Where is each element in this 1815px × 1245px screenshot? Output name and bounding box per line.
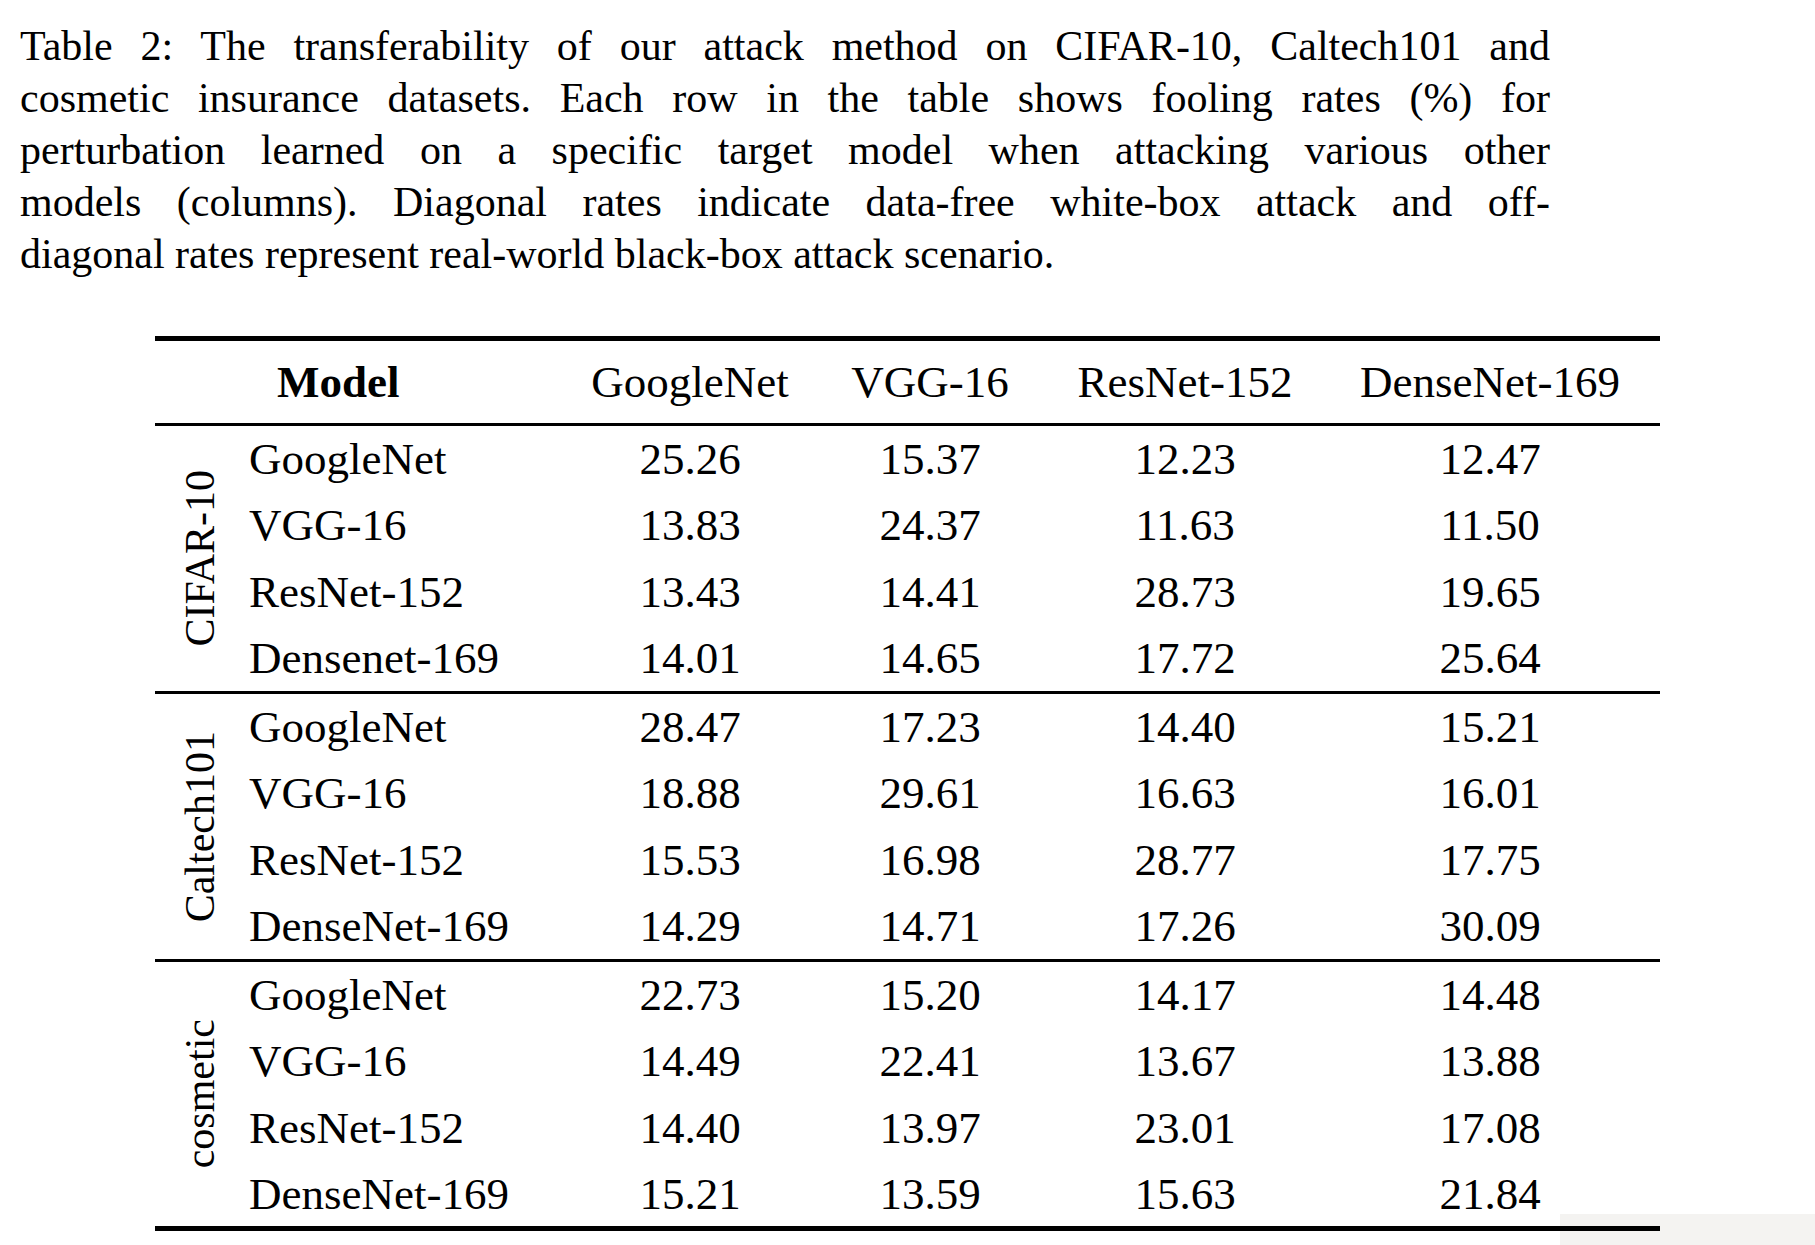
table-row: CIFAR-10 GoogleNet 25.26 15.37 12.23 12.… <box>155 425 1660 492</box>
model-cell: VGG-16 <box>245 760 570 827</box>
model-cell: VGG-16 <box>245 492 570 559</box>
value-cell: 13.67 <box>1050 1028 1320 1095</box>
col-header-googlenet: GoogleNet <box>570 339 810 425</box>
value-cell: 16.98 <box>810 827 1050 894</box>
col-header-resnet152: ResNet-152 <box>1050 339 1320 425</box>
value-cell: 15.21 <box>1320 693 1660 760</box>
value-cell: 14.41 <box>810 559 1050 626</box>
value-cell: 13.83 <box>570 492 810 559</box>
header-spacer <box>155 339 245 425</box>
value-cell: 17.75 <box>1320 827 1660 894</box>
model-cell: GoogleNet <box>245 961 570 1028</box>
model-cell: VGG-16 <box>245 1028 570 1095</box>
dataset-label-cell: CIFAR-10 <box>155 425 245 693</box>
value-cell: 14.40 <box>1050 693 1320 760</box>
value-cell: 17.26 <box>1050 894 1320 961</box>
model-cell: DenseNet-169 <box>245 1162 570 1229</box>
model-cell: Densenet-169 <box>245 626 570 693</box>
model-cell: ResNet-152 <box>245 559 570 626</box>
model-cell: ResNet-152 <box>245 1095 570 1162</box>
value-cell: 25.26 <box>570 425 810 492</box>
value-cell: 21.84 <box>1320 1162 1660 1229</box>
caption-line-5: diagonal rates represent real-world blac… <box>20 228 1550 280</box>
table-row: DenseNet-169 14.29 14.71 17.26 30.09 <box>155 894 1660 961</box>
table-row: VGG-16 14.49 22.41 13.67 13.88 <box>155 1028 1660 1095</box>
model-cell: DenseNet-169 <box>245 894 570 961</box>
col-header-vgg16: VGG-16 <box>810 339 1050 425</box>
col-header-model: Model <box>245 339 570 425</box>
value-cell: 16.01 <box>1320 760 1660 827</box>
value-cell: 15.21 <box>570 1162 810 1229</box>
value-cell: 14.29 <box>570 894 810 961</box>
value-cell: 28.77 <box>1050 827 1320 894</box>
caption-line-3: perturbation learned on a specific targe… <box>20 124 1550 176</box>
value-cell: 16.63 <box>1050 760 1320 827</box>
table-header: Model GoogleNet VGG-16 ResNet-152 DenseN… <box>155 339 1660 425</box>
value-cell: 25.64 <box>1320 626 1660 693</box>
value-cell: 11.63 <box>1050 492 1320 559</box>
value-cell: 14.71 <box>810 894 1050 961</box>
dataset-label-cifar10: CIFAR-10 <box>179 470 221 647</box>
header-row: Model GoogleNet VGG-16 ResNet-152 DenseN… <box>155 339 1660 425</box>
table-row: ResNet-152 13.43 14.41 28.73 19.65 <box>155 559 1660 626</box>
model-cell: GoogleNet <box>245 425 570 492</box>
value-cell: 22.73 <box>570 961 810 1028</box>
value-cell: 13.59 <box>810 1162 1050 1229</box>
caption-line-2: cosmetic insurance datasets. Each row in… <box>20 72 1550 124</box>
col-header-densenet169: DenseNet-169 <box>1320 339 1660 425</box>
table-row: ResNet-152 14.40 13.97 23.01 17.08 <box>155 1095 1660 1162</box>
value-cell: 13.43 <box>570 559 810 626</box>
value-cell: 30.09 <box>1320 894 1660 961</box>
model-cell: ResNet-152 <box>245 827 570 894</box>
dataset-label-caltech101: Caltech101 <box>179 731 221 922</box>
value-cell: 24.37 <box>810 492 1050 559</box>
group-cifar10: CIFAR-10 GoogleNet 25.26 15.37 12.23 12.… <box>155 425 1660 693</box>
value-cell: 28.47 <box>570 693 810 760</box>
value-cell: 29.61 <box>810 760 1050 827</box>
value-cell: 18.88 <box>570 760 810 827</box>
value-cell: 12.47 <box>1320 425 1660 492</box>
results-table: Model GoogleNet VGG-16 ResNet-152 DenseN… <box>155 336 1660 1231</box>
dataset-label-cosmetic: cosmetic <box>179 1019 221 1168</box>
caption-line-4: models (columns). Diagonal rates indicat… <box>20 176 1550 228</box>
dataset-label-cell: Caltech101 <box>155 693 245 961</box>
value-cell: 19.65 <box>1320 559 1660 626</box>
value-cell: 14.40 <box>570 1095 810 1162</box>
value-cell: 17.23 <box>810 693 1050 760</box>
paper-page: Table 2: The transferability of our atta… <box>0 0 1815 1245</box>
table-row: VGG-16 13.83 24.37 11.63 11.50 <box>155 492 1660 559</box>
value-cell: 12.23 <box>1050 425 1320 492</box>
results-table-container: Model GoogleNet VGG-16 ResNet-152 DenseN… <box>155 336 1660 1231</box>
value-cell: 14.65 <box>810 626 1050 693</box>
value-cell: 23.01 <box>1050 1095 1320 1162</box>
value-cell: 17.72 <box>1050 626 1320 693</box>
value-cell: 28.73 <box>1050 559 1320 626</box>
table-row: DenseNet-169 15.21 13.59 15.63 21.84 <box>155 1162 1660 1229</box>
value-cell: 14.48 <box>1320 961 1660 1028</box>
model-cell: GoogleNet <box>245 693 570 760</box>
group-cosmetic: cosmetic GoogleNet 22.73 15.20 14.17 14.… <box>155 961 1660 1229</box>
value-cell: 14.17 <box>1050 961 1320 1028</box>
table-row: Densenet-169 14.01 14.65 17.72 25.64 <box>155 626 1660 693</box>
value-cell: 22.41 <box>810 1028 1050 1095</box>
table-row: cosmetic GoogleNet 22.73 15.20 14.17 14.… <box>155 961 1660 1028</box>
value-cell: 14.49 <box>570 1028 810 1095</box>
table-row: ResNet-152 15.53 16.98 28.77 17.75 <box>155 827 1660 894</box>
value-cell: 15.53 <box>570 827 810 894</box>
value-cell: 14.01 <box>570 626 810 693</box>
value-cell: 15.37 <box>810 425 1050 492</box>
table-caption: Table 2: The transferability of our atta… <box>20 20 1550 280</box>
dataset-label-cell: cosmetic <box>155 961 245 1229</box>
group-caltech101: Caltech101 GoogleNet 28.47 17.23 14.40 1… <box>155 693 1660 961</box>
value-cell: 13.97 <box>810 1095 1050 1162</box>
value-cell: 11.50 <box>1320 492 1660 559</box>
value-cell: 15.63 <box>1050 1162 1320 1229</box>
value-cell: 15.20 <box>810 961 1050 1028</box>
table-row: VGG-16 18.88 29.61 16.63 16.01 <box>155 760 1660 827</box>
value-cell: 17.08 <box>1320 1095 1660 1162</box>
value-cell: 13.88 <box>1320 1028 1660 1095</box>
table-row: Caltech101 GoogleNet 28.47 17.23 14.40 1… <box>155 693 1660 760</box>
caption-line-1: Table 2: The transferability of our atta… <box>20 20 1550 72</box>
